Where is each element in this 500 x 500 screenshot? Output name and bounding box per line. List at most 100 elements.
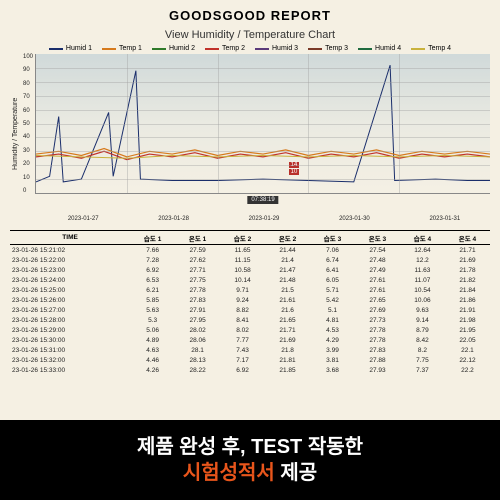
grid-line-h bbox=[36, 137, 490, 138]
table-cell: 10.14 bbox=[220, 275, 265, 285]
table-cell: 27.91 bbox=[175, 305, 220, 315]
y-tick: 20 bbox=[23, 161, 33, 167]
table-cell: 6.21 bbox=[130, 285, 175, 295]
table-cell: 3.99 bbox=[310, 345, 355, 355]
x-tick: 2023-01-27 bbox=[38, 216, 128, 222]
table-row: 23-01-26 15:33:004.2628.226.9221.853.682… bbox=[10, 365, 490, 375]
report-area: GOODSGOOD REPORT View Humidity / Tempera… bbox=[0, 0, 500, 420]
table-row: 23-01-26 15:32:004.4628.137.1721.813.812… bbox=[10, 355, 490, 365]
table-cell: 27.78 bbox=[355, 335, 400, 345]
table-row: 23-01-26 15:28:005.327.958.4121.654.8127… bbox=[10, 315, 490, 325]
table-cell: 21.82 bbox=[445, 275, 490, 285]
table-cell: 5.3 bbox=[130, 315, 175, 325]
x-tick: 2023-01-30 bbox=[309, 216, 399, 222]
legend-item: Temp 2 bbox=[205, 45, 245, 52]
table-cell: 4.89 bbox=[130, 335, 175, 345]
table-cell: 4.46 bbox=[130, 355, 175, 365]
table-cell: 5.71 bbox=[310, 285, 355, 295]
x-ticks: 2023-01-272023-01-282023-01-292023-01-30… bbox=[10, 214, 490, 222]
x-tick: 2023-01-29 bbox=[219, 216, 309, 222]
table-cell: 27.88 bbox=[355, 355, 400, 365]
legend-label: Humid 2 bbox=[169, 45, 195, 52]
table-cell: 27.95 bbox=[175, 315, 220, 325]
table-cell: 5.42 bbox=[310, 295, 355, 305]
legend-label: Humid 4 bbox=[375, 45, 401, 52]
table-cell: 6.05 bbox=[310, 275, 355, 285]
table-cell: 21.5 bbox=[265, 285, 310, 295]
legend-swatch bbox=[152, 48, 166, 50]
table-cell: 27.61 bbox=[355, 285, 400, 295]
legend-label: Humid 1 bbox=[66, 45, 92, 52]
y-tick: 30 bbox=[23, 148, 33, 154]
table-cell: 6.74 bbox=[310, 255, 355, 265]
table-cell: 7.28 bbox=[130, 255, 175, 265]
table-cell: 23-01-26 15:24:00 bbox=[10, 275, 130, 285]
grid-line-h bbox=[36, 82, 490, 83]
table-cell: 21.84 bbox=[445, 285, 490, 295]
table-cell: 22.12 bbox=[445, 355, 490, 365]
table-cell: 21.48 bbox=[265, 275, 310, 285]
legend-label: Humid 3 bbox=[272, 45, 298, 52]
report-title: GOODSGOOD REPORT bbox=[10, 8, 490, 23]
legend-item: Humid 4 bbox=[358, 45, 401, 52]
table-cell: 7.06 bbox=[310, 245, 355, 256]
table-cell: 23-01-26 15:33:00 bbox=[10, 365, 130, 375]
y-tick: 70 bbox=[23, 94, 33, 100]
table-cell: 4.81 bbox=[310, 315, 355, 325]
table-cell: 27.59 bbox=[175, 245, 220, 256]
table-header-row: TIME습도 1온도 1습도 2온도 2습도 3온도 3습도 4온도 4 bbox=[10, 231, 490, 245]
table-cell: 8.41 bbox=[220, 315, 265, 325]
table-cell: 21.81 bbox=[265, 355, 310, 365]
legend-swatch bbox=[308, 48, 322, 50]
legend-label: Temp 3 bbox=[325, 45, 348, 52]
grid-line-v bbox=[127, 54, 128, 193]
grid-line-v bbox=[399, 54, 400, 193]
table-cell: 6.92 bbox=[130, 265, 175, 275]
chart-plot: 1410 07:38:19 bbox=[35, 54, 490, 194]
table-cell: 21.61 bbox=[265, 295, 310, 305]
table-cell: 8.82 bbox=[220, 305, 265, 315]
table-cell: 27.83 bbox=[175, 295, 220, 305]
table-cell: 21.47 bbox=[265, 265, 310, 275]
banner-line2-post: 제공 bbox=[275, 462, 317, 484]
y-tick: 100 bbox=[23, 54, 33, 60]
grid-line-h bbox=[36, 96, 490, 97]
value-markers: 1410 bbox=[289, 162, 300, 175]
y-axis-label: Humidity / Temperature bbox=[10, 54, 21, 214]
table-cell: 27.93 bbox=[355, 365, 400, 375]
table-cell: 27.78 bbox=[355, 325, 400, 335]
table-cell: 7.66 bbox=[130, 245, 175, 256]
y-tick: 80 bbox=[23, 81, 33, 87]
x-tick: 2023-01-31 bbox=[400, 216, 490, 222]
table-cell: 28.13 bbox=[175, 355, 220, 365]
table-cell: 3.68 bbox=[310, 365, 355, 375]
table-cell: 27.48 bbox=[355, 255, 400, 265]
table-cell: 3.81 bbox=[310, 355, 355, 365]
legend-swatch bbox=[205, 48, 219, 50]
table-row: 23-01-26 15:31:004.6328.17.4321.83.9927.… bbox=[10, 345, 490, 355]
legend-item: Humid 1 bbox=[49, 45, 92, 52]
table-cell: 5.63 bbox=[130, 305, 175, 315]
table-cell: 10.54 bbox=[400, 285, 445, 295]
legend-item: Humid 2 bbox=[152, 45, 195, 52]
table-cell: 11.65 bbox=[220, 245, 265, 256]
data-table: TIME습도 1온도 1습도 2온도 2습도 3온도 3습도 4온도 4 23-… bbox=[10, 230, 490, 375]
report-subtitle: View Humidity / Temperature Chart bbox=[10, 29, 490, 41]
timestamp-overlay: 07:38:19 bbox=[247, 196, 278, 204]
table-cell: 27.69 bbox=[355, 305, 400, 315]
table-cell: 23-01-26 15:22:00 bbox=[10, 255, 130, 265]
table-col-header: 습도 1 bbox=[130, 231, 175, 245]
table-cell: 28.02 bbox=[175, 325, 220, 335]
grid-line-v bbox=[218, 54, 219, 193]
table-row: 23-01-26 15:21:027.6627.5911.6521.447.06… bbox=[10, 245, 490, 256]
table-cell: 5.06 bbox=[130, 325, 175, 335]
table-cell: 4.26 bbox=[130, 365, 175, 375]
table-col-header: 습도 4 bbox=[400, 231, 445, 245]
table-cell: 23-01-26 15:31:00 bbox=[10, 345, 130, 355]
table-cell: 23-01-26 15:32:00 bbox=[10, 355, 130, 365]
table-cell: 11.15 bbox=[220, 255, 265, 265]
table-cell: 7.75 bbox=[400, 355, 445, 365]
table-cell: 22.05 bbox=[445, 335, 490, 345]
grid-line-h bbox=[36, 68, 490, 69]
table-cell: 7.37 bbox=[400, 365, 445, 375]
